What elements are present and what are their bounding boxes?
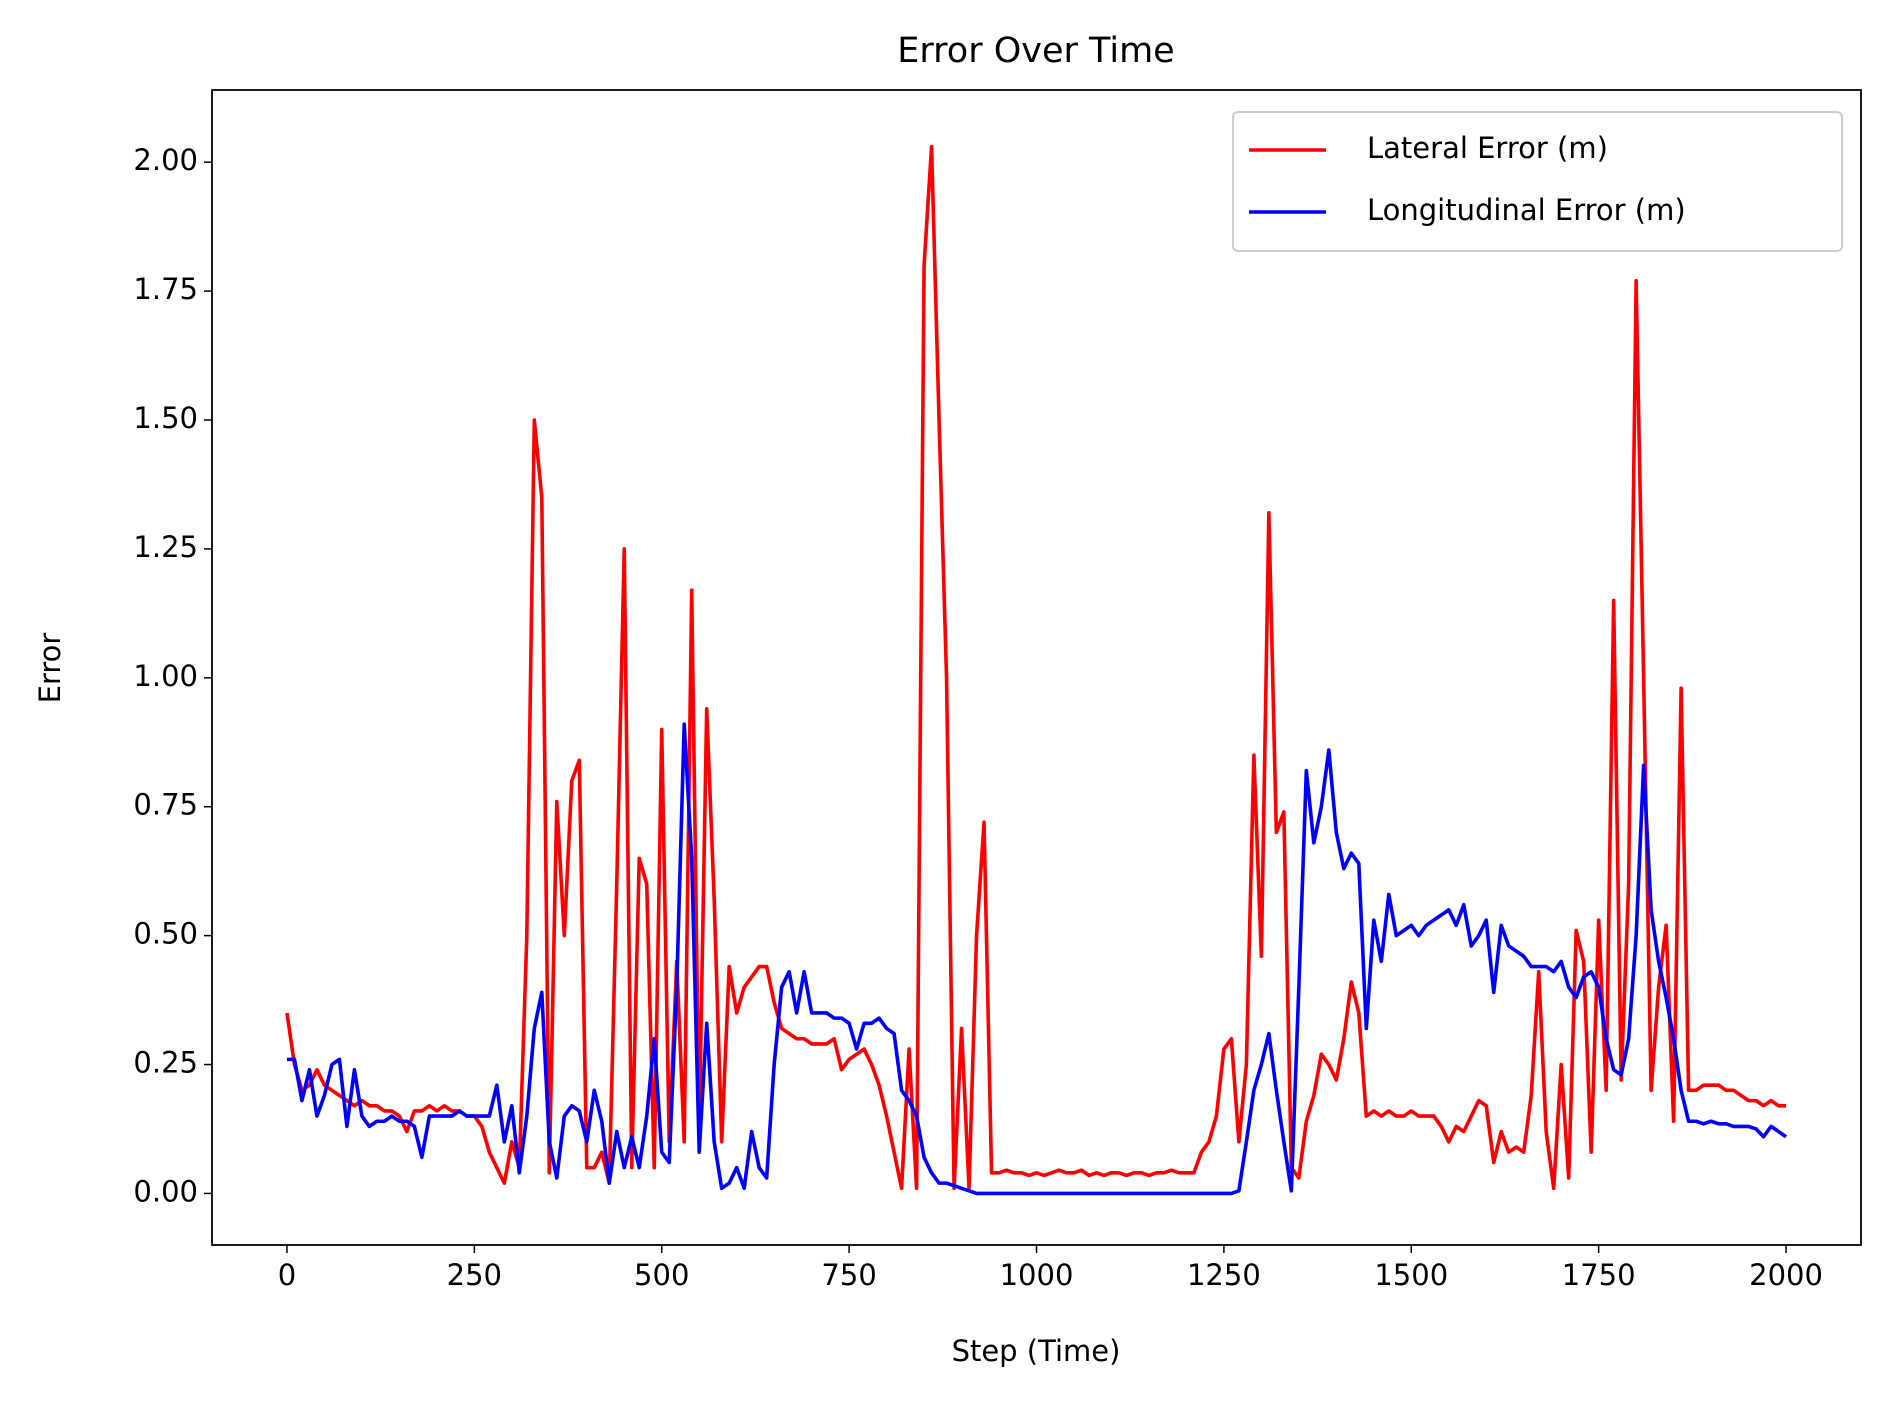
x-tick-label: 1500 (1374, 1258, 1448, 1292)
x-tick-label: 500 (634, 1258, 689, 1292)
legend-box (1232, 111, 1843, 252)
x-axis-label: Step (Time) (952, 1334, 1121, 1368)
y-tick-label: 0.25 (133, 1046, 198, 1080)
y-tick-label: 1.50 (133, 401, 198, 435)
series-line (285, 144, 1787, 1191)
y-tick-label: 1.75 (133, 272, 198, 306)
x-tick-label: 1250 (1187, 1258, 1261, 1292)
x-tick-label: 1000 (1000, 1258, 1074, 1292)
plot-frame (211, 89, 1862, 1246)
chart-title: Error Over Time (897, 31, 1174, 71)
x-tick-label: 750 (821, 1258, 876, 1292)
y-tick-label: 0.75 (133, 788, 198, 822)
x-tick-label: 2000 (1749, 1258, 1823, 1292)
y-tick-label: 2.00 (133, 143, 198, 177)
x-tick-label: 1750 (1562, 1258, 1636, 1292)
y-tick-label: 0.00 (133, 1174, 198, 1208)
y-axis-label: Error (33, 633, 67, 704)
y-tick-label: 0.50 (133, 917, 198, 951)
x-tick-label: 250 (447, 1258, 502, 1292)
x-tick-label: 0 (278, 1258, 296, 1292)
legend-label: Longitudinal Error (m) (1367, 193, 1686, 227)
legend-label: Lateral Error (m) (1367, 131, 1608, 165)
y-tick-label: 1.00 (133, 659, 198, 693)
y-tick-label: 1.25 (133, 530, 198, 564)
series-line (286, 722, 1788, 1196)
